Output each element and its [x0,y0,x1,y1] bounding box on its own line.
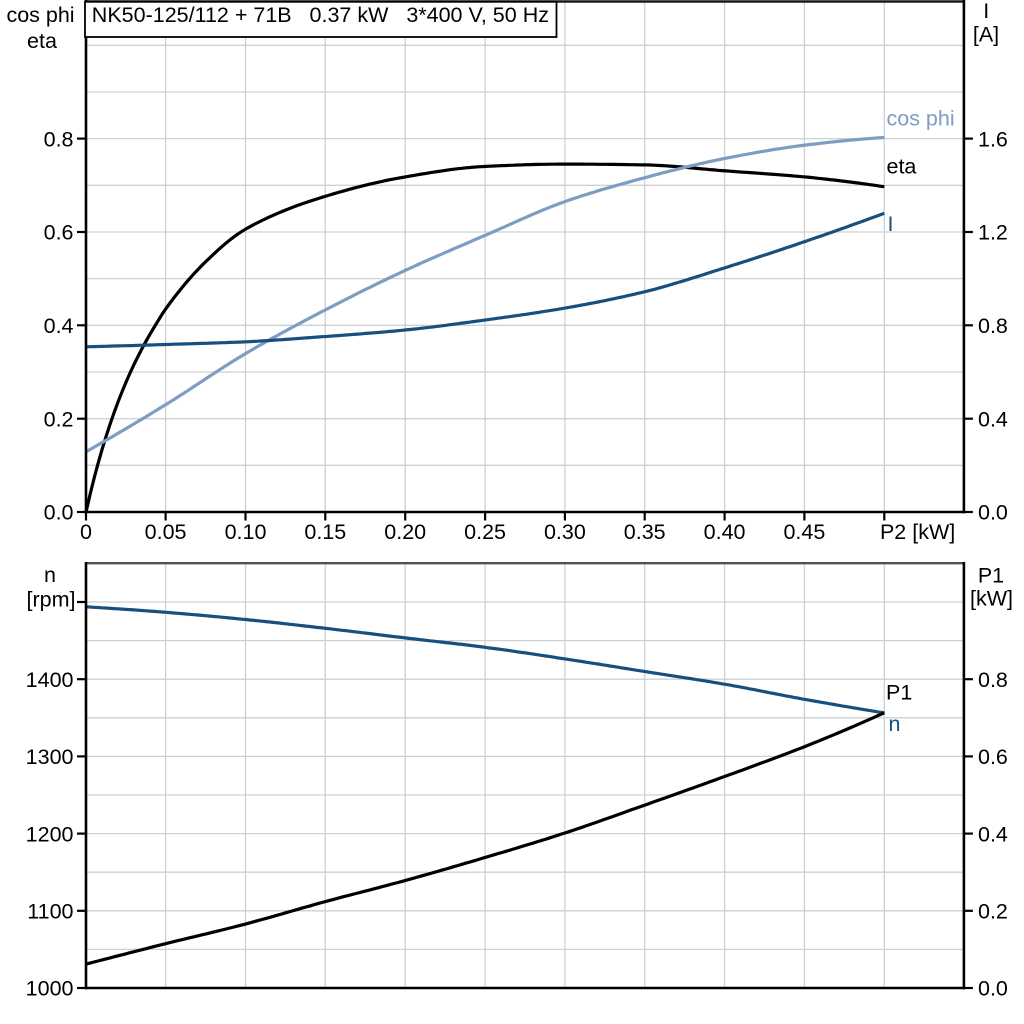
svg-text:0.8: 0.8 [44,127,74,151]
svg-text:[kW]: [kW] [970,587,1013,611]
svg-text:0.8: 0.8 [978,668,1008,692]
svg-text:[rpm]: [rpm] [27,588,76,612]
svg-text:I: I [888,212,894,236]
svg-text:0.8: 0.8 [978,314,1008,338]
svg-text:0.10: 0.10 [225,520,267,544]
svg-text:0.0: 0.0 [978,977,1008,1001]
svg-text:0.4: 0.4 [44,314,74,338]
svg-text:P1: P1 [886,681,912,705]
svg-text:1300: 1300 [26,745,74,769]
svg-text:0.0: 0.0 [978,501,1008,525]
svg-text:0.40: 0.40 [704,520,746,544]
svg-text:1.6: 1.6 [978,127,1008,151]
svg-text:0.2: 0.2 [44,407,74,431]
svg-text:0.15: 0.15 [304,520,346,544]
svg-text:P1: P1 [978,564,1004,588]
svg-text:[A]: [A] [973,22,999,46]
svg-text:0.4: 0.4 [978,407,1008,431]
svg-text:0.0: 0.0 [44,501,74,525]
svg-text:cos phi: cos phi [887,107,955,131]
svg-text:0.6: 0.6 [978,745,1008,769]
svg-text:eta: eta [887,154,917,178]
svg-text:1100: 1100 [27,900,73,924]
svg-text:0.45: 0.45 [783,520,825,544]
svg-text:0: 0 [80,520,92,544]
svg-text:n: n [44,563,56,587]
svg-text:1.2: 1.2 [978,221,1008,245]
svg-text:0.6: 0.6 [44,221,74,245]
svg-text:NK50-125/112 + 71B 0.37 kW: NK50-125/112 + 71B 0.37 kW 3*400 V, 50 H… [92,3,549,27]
svg-text:0.2: 0.2 [978,900,1008,924]
svg-text:0.30: 0.30 [544,520,586,544]
svg-text:I: I [983,0,989,23]
svg-text:0.25: 0.25 [464,520,506,544]
svg-text:eta: eta [27,29,57,53]
svg-text:0.35: 0.35 [624,520,666,544]
svg-text:1400: 1400 [26,668,74,692]
svg-text:cos phi: cos phi [6,3,74,27]
svg-text:0.4: 0.4 [978,822,1008,846]
svg-text:n: n [889,712,901,736]
svg-text:1200: 1200 [26,822,74,846]
svg-text:0.20: 0.20 [384,520,426,544]
svg-text:P2 [kW]: P2 [kW] [880,520,955,544]
svg-text:1000: 1000 [26,977,74,1001]
svg-text:0.05: 0.05 [145,520,187,544]
